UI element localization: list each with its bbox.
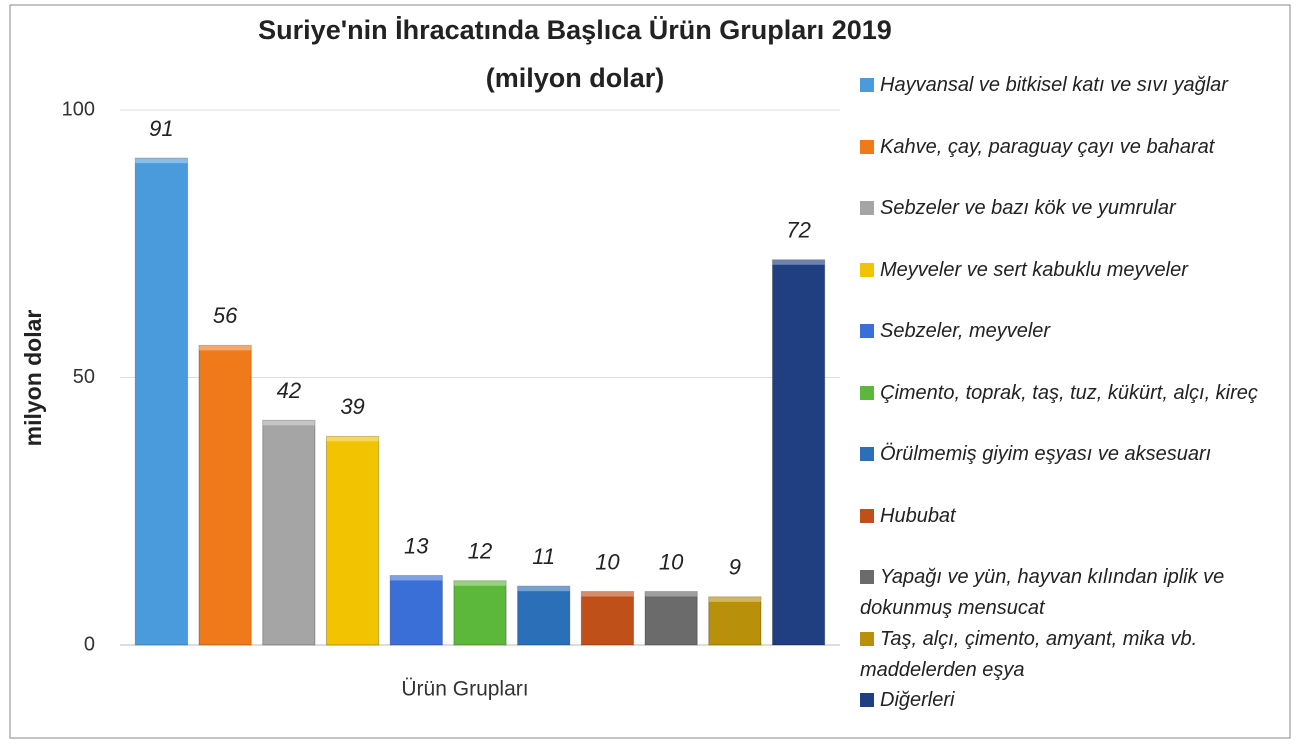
bar	[134, 157, 189, 646]
bar	[708, 596, 762, 646]
legend-swatch	[860, 201, 874, 215]
data-label: 72	[786, 218, 810, 243]
y-tick-label: 50	[73, 366, 95, 388]
legend-swatch	[860, 693, 874, 707]
legend-item: Hayvansal ve bitkisel katı ve sıvı yağla…	[860, 70, 1270, 101]
legend-swatch	[860, 508, 874, 523]
bar-highlight	[199, 345, 252, 351]
data-label: 12	[468, 539, 492, 564]
legend-label: Çimento, toprak, taş, tuz, kükürt, alçı,…	[880, 381, 1258, 404]
bar-highlight	[262, 420, 315, 426]
bar-highlight	[390, 575, 443, 581]
legend-label: Taş, alçı, çimento, amyant, mika vb. mad…	[860, 627, 1198, 681]
data-label: 9	[729, 555, 741, 580]
bar-highlight	[581, 591, 634, 597]
bar	[580, 591, 635, 646]
legend-label: Hayvansal ve bitkisel katı ve sıvı yağla…	[880, 74, 1228, 96]
y-axis-label: milyon dolar	[20, 310, 46, 447]
data-label: 10	[595, 549, 620, 574]
legend-item: Sebzeler, meyveler	[860, 316, 1270, 347]
bar	[389, 574, 443, 646]
legend-swatch	[860, 385, 874, 400]
bar	[771, 259, 826, 646]
data-label: 56	[213, 303, 238, 328]
bar	[644, 591, 698, 646]
bar	[325, 435, 380, 646]
legend-item: Çimento, toprak, taş, tuz, kükürt, alçı,…	[860, 378, 1270, 409]
bar-highlight	[645, 591, 698, 597]
bar-highlight	[453, 580, 507, 586]
data-label: 91	[149, 116, 173, 141]
legend-label: Hububat	[880, 504, 956, 527]
y-tick-label: 0	[84, 633, 95, 655]
legend-label: Sebzeler ve bazı kök ve yumrular	[880, 197, 1176, 219]
bar	[453, 580, 507, 646]
legend-item: Meyveler ve sert kabuklu meyveler	[860, 255, 1270, 286]
legend-swatch	[860, 139, 874, 154]
legend-item: Hububat	[860, 501, 1270, 532]
legend-item: Kahve, çay, paraguay çayı ve baharat	[860, 132, 1270, 163]
legend-item: Diğerleri	[860, 685, 1270, 716]
data-label: 10	[659, 549, 684, 574]
bar	[198, 344, 252, 646]
legend-item: Örülmemiş giyim eşyası ve aksesuarı	[860, 439, 1270, 470]
bar-highlight	[326, 436, 379, 442]
legend-label: Örülmemiş giyim eşyası ve aksesuarı	[880, 443, 1212, 465]
data-label: 39	[340, 394, 364, 419]
legend-label: Yapağı ve yün, hayvan kılından iplik ve …	[860, 566, 1225, 619]
data-label: 11	[532, 544, 555, 569]
legend-label: Meyveler ve sert kabuklu meyveler	[880, 258, 1188, 281]
legend-label: Diğerleri	[880, 689, 955, 711]
legend-swatch	[860, 78, 874, 92]
legend-label: Kahve, çay, paraguay çayı ve baharat	[880, 135, 1215, 158]
legend-swatch	[860, 262, 874, 277]
data-label: 13	[404, 533, 429, 558]
legend-item: Sebzeler ve bazı kök ve yumrular	[860, 193, 1270, 224]
chart-title: Suriye'nin İhracatında Başlıca Ürün Grup…	[258, 15, 892, 45]
legend-swatch	[860, 324, 874, 338]
bar	[262, 419, 316, 646]
chart-subtitle: (milyon dolar)	[486, 63, 665, 93]
bar-highlight	[135, 158, 188, 164]
bar-highlight	[708, 596, 761, 602]
legend-swatch	[860, 631, 874, 646]
data-label: 42	[277, 378, 301, 403]
bar-highlight	[772, 259, 825, 265]
legend-item: Yapağı ve yün, hayvan kılından iplik ve …	[860, 562, 1270, 624]
legend-label: Sebzeler, meyveler	[880, 320, 1051, 342]
x-tick-label: Ürün Grupları	[401, 678, 528, 701]
legend-swatch	[860, 447, 874, 461]
legend-swatch	[860, 570, 874, 584]
legend-item: Taş, alçı, çimento, amyant, mika vb. mad…	[860, 624, 1270, 686]
bar	[517, 585, 571, 646]
bar-highlight	[517, 586, 570, 592]
y-tick-label: 100	[62, 98, 95, 120]
